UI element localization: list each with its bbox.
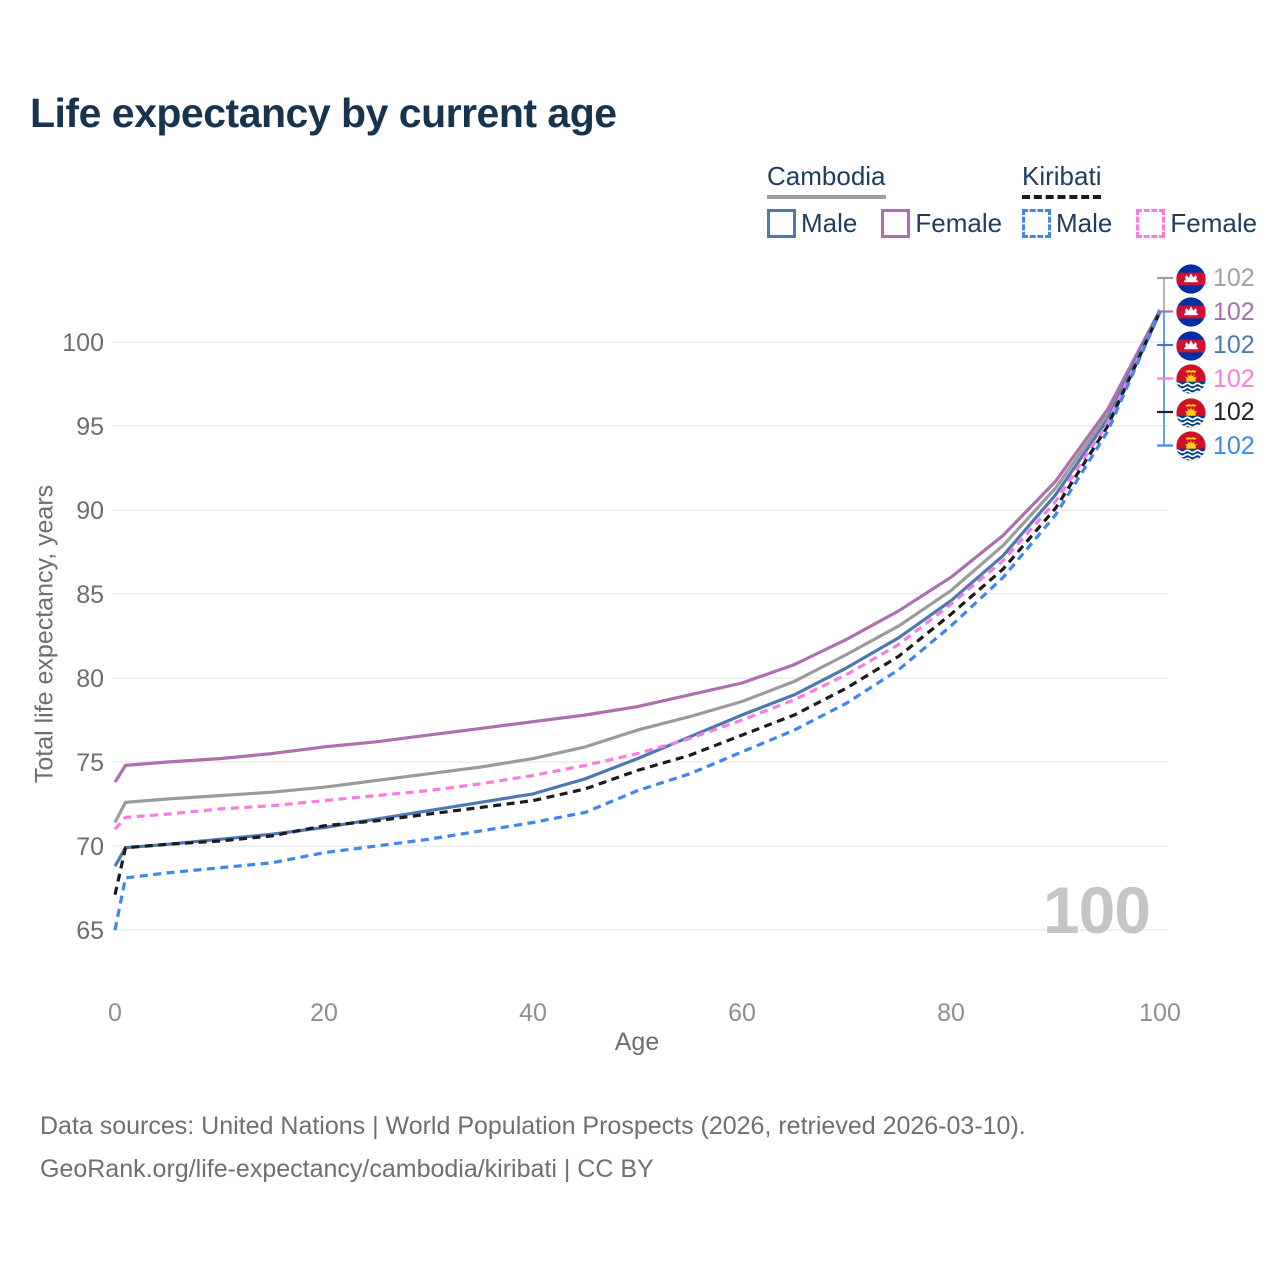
cambodia-male-swatch-icon	[767, 208, 796, 238]
cambodia-flag-icon	[1176, 264, 1206, 294]
attribution-line: GeoRank.org/life-expectancy/cambodia/kir…	[40, 1154, 654, 1183]
legend-item-cambodia-female[interactable]: Female	[881, 208, 1002, 239]
kiribati-flag-icon	[1176, 431, 1206, 461]
endpoint-label-row: 102	[1176, 430, 1255, 464]
svg-text:95: 95	[76, 413, 104, 441]
cambodia-flag-icon	[1176, 297, 1206, 327]
svg-text:100: 100	[1139, 999, 1181, 1027]
kiribati-flag-icon	[1176, 364, 1206, 394]
legend-item-label: Female	[915, 207, 1003, 238]
legend-country-cambodia: Cambodia	[767, 162, 886, 199]
legend-item-label: Male	[1056, 207, 1113, 238]
cambodia-female-swatch-icon	[881, 208, 911, 238]
legend-group-cambodia: Cambodia Male Female	[767, 162, 1002, 239]
endpoint-value: 102	[1213, 297, 1255, 326]
legend-item-label: Male	[801, 207, 858, 238]
svg-text:85: 85	[76, 581, 104, 609]
endpoint-label-row: 102	[1176, 329, 1255, 363]
svg-text:80: 80	[937, 999, 965, 1027]
endpoint-label-row: 102	[1176, 363, 1255, 397]
kiribati-flag-icon	[1176, 398, 1206, 428]
legend-item-kiribati-female[interactable]: Female	[1136, 208, 1257, 239]
footer: Data sources: United Nations | World Pop…	[40, 1105, 1026, 1190]
legend-country-kiribati: Kiribati	[1022, 162, 1102, 199]
endpoint-value: 102	[1213, 331, 1255, 360]
svg-text:20: 20	[310, 999, 338, 1027]
endpoint-value: 102	[1213, 398, 1255, 427]
svg-text:90: 90	[76, 497, 104, 525]
legend-item-label: Female	[1170, 207, 1258, 238]
svg-text:60: 60	[728, 999, 756, 1027]
svg-text:65: 65	[76, 917, 104, 945]
kiribati-male-swatch-icon	[1022, 208, 1051, 238]
page-title: Life expectancy by current age	[30, 90, 617, 136]
endpoint-label-row: 102	[1176, 396, 1255, 430]
svg-text:80: 80	[76, 665, 104, 693]
data-sources-line: Data sources: United Nations | World Pop…	[40, 1112, 1026, 1140]
y-axis-title: Total life expectancy, years	[30, 484, 59, 784]
x-axis-title: Age	[614, 1028, 660, 1056]
endpoint-value: 102	[1213, 264, 1255, 293]
legend-group-kiribati: Kiribati Male Female	[1022, 162, 1257, 239]
hovered-age-indicator: 100	[1042, 873, 1151, 947]
endpoint-label-row: 102	[1176, 296, 1255, 330]
svg-text:100: 100	[62, 329, 104, 357]
kiribati-female-swatch-icon	[1136, 208, 1166, 238]
svg-text:0: 0	[108, 999, 122, 1027]
legend-item-cambodia-male[interactable]: Male	[767, 208, 857, 239]
cambodia-flag-icon	[1176, 331, 1206, 361]
endpoint-labels: 102 102	[1176, 262, 1255, 463]
legend-item-kiribati-male[interactable]: Male	[1022, 208, 1112, 239]
svg-text:70: 70	[76, 833, 104, 861]
endpoint-value: 102	[1213, 431, 1255, 460]
endpoint-label-row: 102	[1176, 262, 1255, 296]
svg-text:75: 75	[76, 749, 104, 777]
endpoint-value: 102	[1213, 364, 1255, 393]
svg-text:40: 40	[519, 999, 547, 1027]
